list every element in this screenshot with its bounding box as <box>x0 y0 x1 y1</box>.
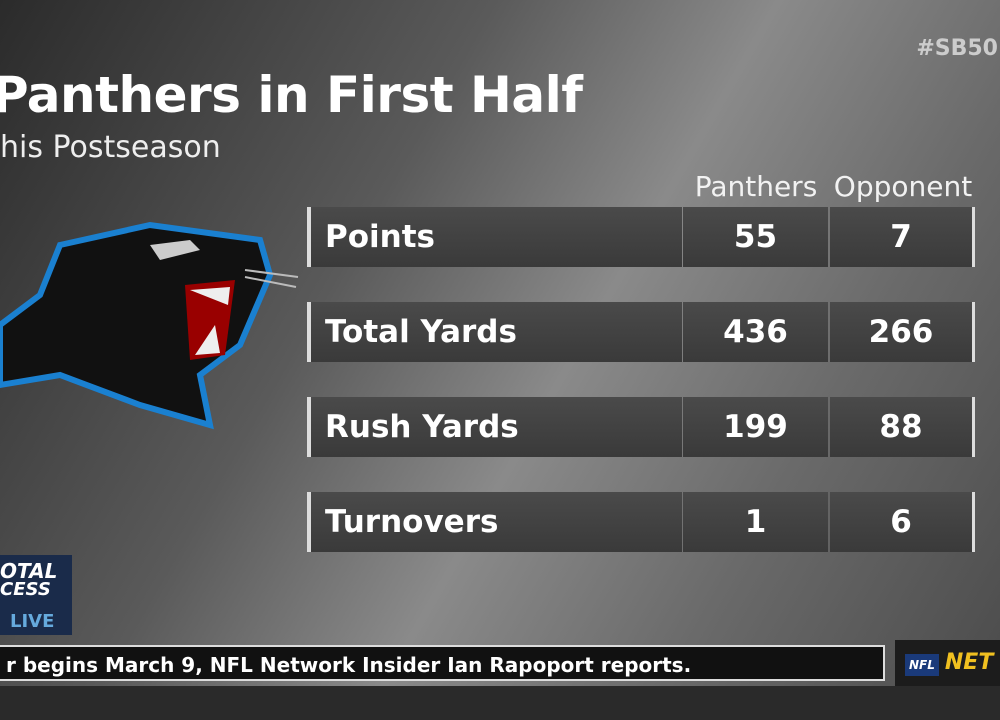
row-label: Turnovers <box>307 492 682 552</box>
show-logo-line: OTAL <box>0 559 58 583</box>
panther-logo <box>0 221 299 430</box>
stat-value: 266 <box>830 302 975 362</box>
title: Panthers in First Half <box>0 66 583 124</box>
stat-value: 6 <box>830 492 975 552</box>
column-header: Panthers <box>694 170 818 203</box>
stat-value: 7 <box>830 207 975 267</box>
news-ticker: r begins March 9, NFL Network Insider Ia… <box>0 645 885 681</box>
live-badge: LIVE <box>10 611 55 632</box>
show-logo-line: CESS <box>0 579 51 600</box>
row-label: Total Yards <box>307 302 682 362</box>
stat-value: 1 <box>683 492 828 552</box>
stat-value: 55 <box>683 207 828 267</box>
bottom-bar <box>0 686 1000 720</box>
league-logo: NFL <box>905 654 939 676</box>
hashtag: #SB50 <box>916 36 998 61</box>
row-label: Points <box>307 207 682 267</box>
stat-value: 436 <box>683 302 828 362</box>
show-logo: OTAL CESS LIVE <box>0 555 72 635</box>
subtitle: his Postseason <box>0 130 221 165</box>
row-label: Rush Yards <box>307 397 682 457</box>
stat-value: 199 <box>683 397 828 457</box>
network-logo: NFL NET <box>895 640 1000 686</box>
stat-value: 88 <box>830 397 975 457</box>
network-name: NET <box>944 650 994 675</box>
column-header: Opponent <box>833 170 973 203</box>
